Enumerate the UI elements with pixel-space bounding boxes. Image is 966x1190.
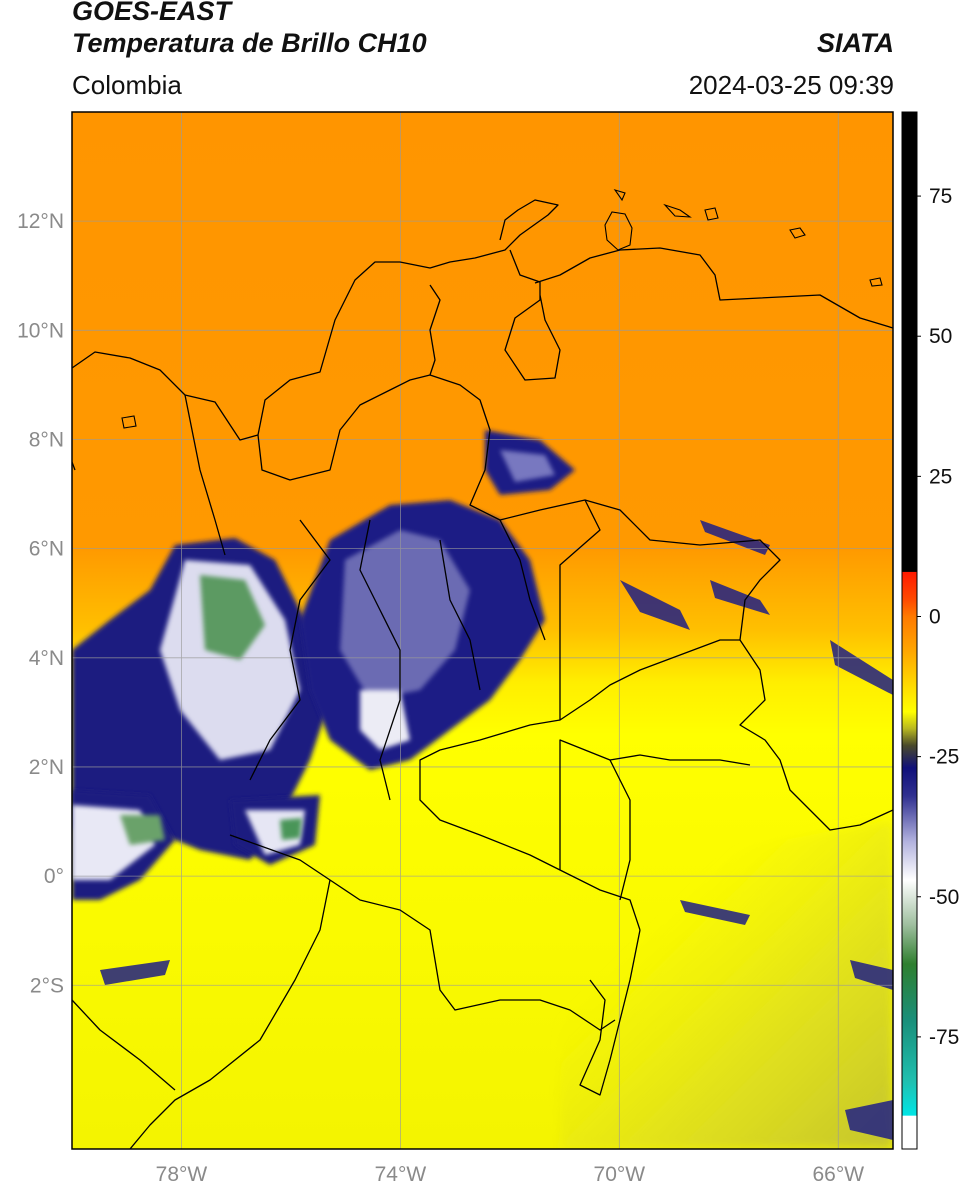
satellite-title: GOES-EAST	[72, 0, 232, 26]
colorbar-tick-label: -25	[929, 746, 959, 769]
lat-tick-label: 0°	[44, 865, 64, 888]
colorbar-tick-label: 50	[929, 325, 952, 348]
lat-tick-label: 2°S	[30, 974, 64, 997]
colorbar: 75 50 25 0 -25 -50 -75	[901, 111, 959, 1150]
lat-tick-label: 8°N	[29, 428, 64, 451]
colorbar-tick-label: 0	[929, 605, 941, 628]
colorbar-tick-labels: 75 50 25 0 -25 -50 -75	[917, 185, 959, 1049]
lat-tick-label: 10°N	[17, 319, 64, 342]
lat-tick-label: 2°N	[29, 756, 64, 779]
lon-tick-label: 74°W	[375, 1163, 427, 1186]
longitude-tick-labels: 78°W 74°W 70°W 66°W	[156, 1163, 865, 1186]
brightness-temperature-field	[72, 112, 893, 1149]
lat-tick-label: 6°N	[29, 538, 64, 561]
colorbar-tick-label: 75	[929, 185, 952, 208]
cloud-cluster-central	[300, 430, 575, 770]
lat-tick-label: 12°N	[17, 210, 64, 233]
region-label: Colombia	[72, 70, 182, 100]
colorbar-tick-label: 25	[929, 465, 952, 488]
lon-tick-label: 66°W	[812, 1163, 864, 1186]
colorbar-tick-label: -75	[929, 1026, 959, 1049]
islands	[121, 189, 883, 429]
datetime-label: 2024-03-25 09:39	[688, 70, 894, 100]
map-frame	[71, 111, 894, 1150]
latitude-tick-labels: 12°N 10°N 8°N 6°N 4°N 2°N 0° 2°S	[17, 210, 64, 997]
cloud-streaks-east	[100, 520, 893, 1140]
political-borders	[72, 199, 893, 1149]
graticule	[72, 112, 893, 1149]
product-title: Temperatura de Brillo CH10	[72, 28, 427, 58]
source-label: SIATA	[817, 28, 894, 58]
lon-tick-label: 70°W	[594, 1163, 646, 1186]
lat-tick-label: 4°N	[29, 647, 64, 670]
cloud-cluster-west	[72, 538, 330, 900]
lon-tick-label: 78°W	[156, 1163, 208, 1186]
colorbar-tick-label: -50	[929, 886, 959, 909]
